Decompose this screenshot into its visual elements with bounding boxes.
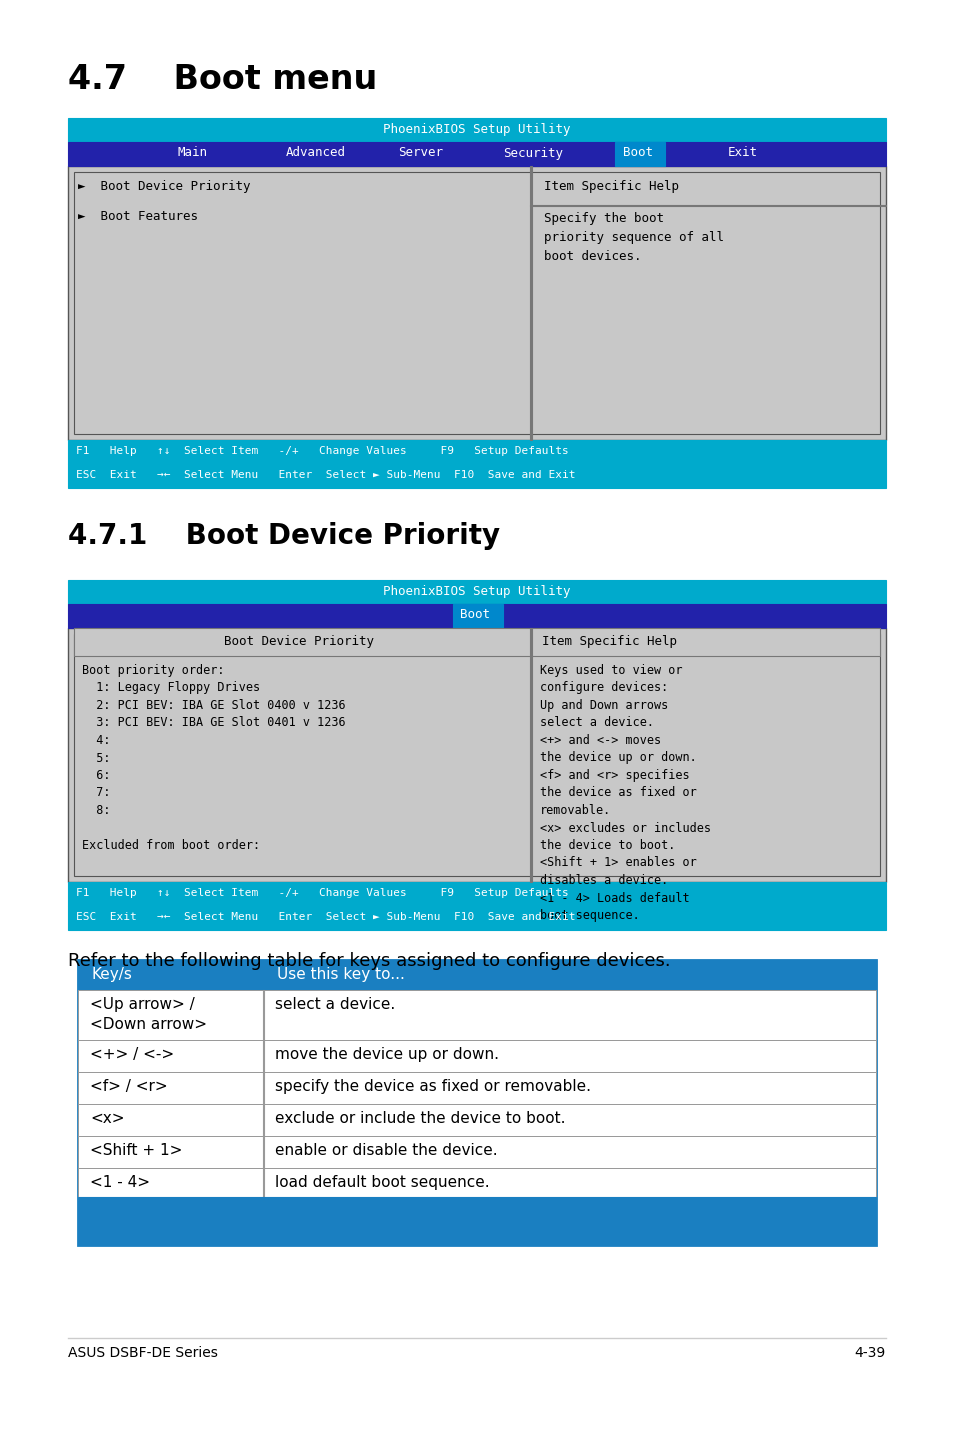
Text: Item Specific Help: Item Specific Help — [541, 636, 677, 649]
Bar — [78, 961, 875, 989]
Text: Key/s: Key/s — [91, 968, 132, 982]
Bar — [530, 165, 532, 440]
Text: F1   Help   ↑↓  Select Item   -/+   Change Values     F9   Setup Defaults: F1 Help ↑↓ Select Item -/+ Change Values… — [76, 446, 568, 456]
Bar — [615, 142, 664, 165]
Bar — [78, 1104, 875, 1136]
Bar — [68, 604, 885, 628]
Bar — [78, 989, 875, 1040]
Text: <1 - 4>: <1 - 4> — [90, 1175, 150, 1191]
Text: ASUS DSBF-DE Series: ASUS DSBF-DE Series — [68, 1346, 217, 1360]
Bar — [68, 580, 885, 604]
Bar — [68, 165, 885, 440]
Text: Boot Device Priority: Boot Device Priority — [224, 636, 374, 649]
Text: F1   Help   ↑↓  Select Item   -/+   Change Values     F9   Setup Defaults: F1 Help ↑↓ Select Item -/+ Change Values… — [76, 889, 568, 897]
Bar — [78, 1196, 875, 1199]
Text: PhoenixBIOS Setup Utility: PhoenixBIOS Setup Utility — [383, 122, 570, 135]
Bar — [68, 881, 885, 906]
Bar — [68, 142, 885, 165]
Bar — [530, 656, 532, 881]
Bar — [263, 1104, 264, 1136]
Text: exclude or include the device to boot.: exclude or include the device to boot. — [274, 1112, 565, 1126]
Text: <x>: <x> — [90, 1112, 125, 1126]
Bar — [68, 906, 885, 930]
Text: Advanced: Advanced — [286, 147, 346, 160]
Text: ►  Boot Features: ► Boot Features — [78, 210, 198, 223]
Text: load default boot sequence.: load default boot sequence. — [274, 1175, 489, 1191]
Text: <+> / <->: <+> / <-> — [90, 1047, 174, 1063]
Bar — [68, 628, 885, 881]
Text: 4-39: 4-39 — [854, 1346, 885, 1360]
Text: Keys used to view or
configure devices:
Up and Down arrows
select a device.
<+> : Keys used to view or configure devices: … — [539, 664, 710, 922]
Text: ESC  Exit   →←  Select Menu   Enter  Select ► Sub-Menu  F10  Save and Exit: ESC Exit →← Select Menu Enter Select ► S… — [76, 912, 575, 922]
Text: Boot priority order:
  1: Legacy Floppy Drives
  2: PCI BEV: IBA GE Slot 0400 v : Boot priority order: 1: Legacy Floppy Dr… — [82, 664, 345, 851]
Text: Security: Security — [502, 147, 562, 160]
Text: <Up arrow> /
<Down arrow>: <Up arrow> / <Down arrow> — [90, 997, 207, 1032]
Bar — [263, 1071, 264, 1104]
Text: Item Specific Help: Item Specific Help — [543, 180, 679, 193]
Bar — [74, 173, 879, 434]
Bar — [78, 1040, 875, 1071]
Text: Refer to the following table for keys assigned to configure devices.: Refer to the following table for keys as… — [68, 952, 670, 971]
Text: enable or disable the device.: enable or disable the device. — [274, 1143, 497, 1158]
Text: Server: Server — [397, 147, 442, 160]
Bar — [78, 1168, 875, 1199]
Bar — [453, 604, 502, 628]
Text: PhoenixBIOS Setup Utility: PhoenixBIOS Setup Utility — [383, 584, 570, 598]
Bar — [68, 118, 885, 142]
Bar — [530, 628, 532, 656]
Bar — [78, 1071, 875, 1104]
Text: Main: Main — [178, 147, 208, 160]
Bar — [263, 1040, 264, 1071]
Text: Specify the boot
priority sequence of all
boot devices.: Specify the boot priority sequence of al… — [543, 211, 723, 263]
Text: 4.7    Boot menu: 4.7 Boot menu — [68, 63, 376, 96]
Text: specify the device as fixed or removable.: specify the device as fixed or removable… — [274, 1078, 590, 1094]
Bar — [78, 961, 875, 1245]
Text: move the device up or down.: move the device up or down. — [274, 1047, 498, 1063]
Text: <Shift + 1>: <Shift + 1> — [90, 1143, 182, 1158]
Text: Boot: Boot — [459, 608, 490, 621]
Bar — [68, 464, 885, 487]
Bar — [68, 440, 885, 464]
Text: Exit: Exit — [727, 147, 758, 160]
Text: ESC  Exit   →←  Select Menu   Enter  Select ► Sub-Menu  F10  Save and Exit: ESC Exit →← Select Menu Enter Select ► S… — [76, 470, 575, 480]
Text: ►  Boot Device Priority: ► Boot Device Priority — [78, 180, 251, 193]
Bar — [263, 1136, 264, 1168]
Bar — [263, 989, 264, 1040]
Text: select a device.: select a device. — [274, 997, 395, 1012]
Bar — [78, 1136, 875, 1168]
Text: <f> / <r>: <f> / <r> — [90, 1078, 168, 1094]
Bar — [263, 1168, 264, 1199]
Text: 4.7.1    Boot Device Priority: 4.7.1 Boot Device Priority — [68, 522, 499, 549]
Bar — [74, 634, 879, 876]
Text: Use this key to...: Use this key to... — [276, 968, 404, 982]
Text: Boot: Boot — [622, 147, 652, 160]
Bar — [74, 628, 879, 656]
